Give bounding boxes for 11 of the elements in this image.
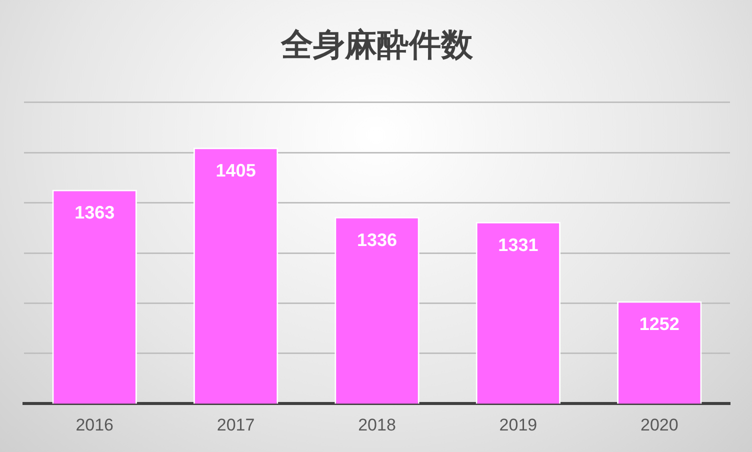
data-label: 1252 [639, 314, 680, 334]
data-label: 1331 [498, 234, 538, 255]
x-tick-label: 2020 [640, 415, 678, 434]
x-tick-label: 2016 [76, 415, 114, 434]
x-tick-label: 2019 [499, 415, 538, 434]
chart-title: 全身麻酔件数 [280, 26, 474, 64]
data-label: 1363 [74, 202, 115, 223]
x-tick-label: 2017 [216, 415, 255, 434]
data-label: 1405 [216, 160, 256, 181]
x-tick-label: 2018 [358, 415, 396, 434]
data-label: 1336 [356, 230, 398, 250]
